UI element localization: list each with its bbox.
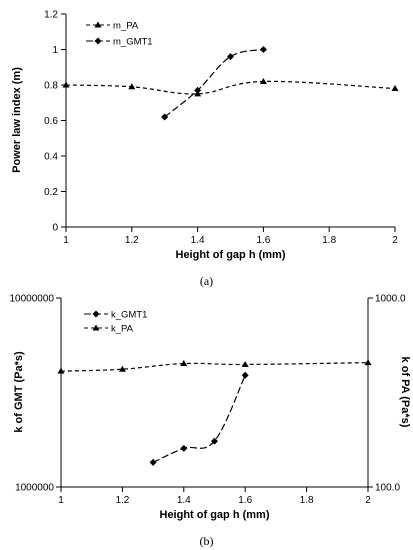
chart-b-right-tick-label-top: 1000.0	[375, 294, 406, 305]
chart-b: 1 1.2 1.4 1.6 1.8 2 10000000 1000000 1000.0 1…	[10, 294, 412, 549]
chart-b-series-line-k_PA	[60, 362, 369, 372]
chart-a-y-tick-label: 0.8	[44, 81, 58, 92]
chart-a: 1 1.2 1.4 1.6 1.8 2 0 0.2 0.4 0.6 0.8 1 1.2 m_PA m_…	[11, 10, 399, 288]
chart-b-point-k_PA	[364, 359, 372, 366]
chart-b-point-k_GMT1	[149, 458, 157, 466]
chart-b-series-line-k_GMT1	[152, 375, 246, 463]
chart-b-xlabel: Height of gap h (mm)	[160, 509, 270, 521]
legend-m-gmt1-label: m_GMT1	[113, 37, 153, 48]
chart-a-x-ticks: 1 1.2 1.4 1.6 1.8 2	[63, 227, 398, 246]
chart-b-point-k_GMT1	[241, 371, 249, 379]
chart-a-ylabel: Power law index (m)	[11, 67, 23, 173]
chart-a-y-tick-label: 1	[52, 45, 58, 56]
chart-a-point-m_GMT1	[194, 86, 202, 94]
chart-a-xlabel: Height of gap h (mm)	[176, 249, 286, 261]
chart-a-point-m_PA	[259, 77, 267, 84]
chart-b-x-tick-label: 2	[365, 495, 371, 506]
chart-b-x-tick-label: 1.4	[177, 495, 191, 506]
chart-a-y-tick-label: 0.4	[44, 152, 58, 163]
legend-m-gmt1-marker	[94, 37, 102, 45]
chart-a-series-line-m_GMT1	[164, 48, 264, 118]
chart-a-y-tick-label: 0.2	[44, 187, 58, 198]
chart-b-caption: (b)	[200, 534, 214, 548]
chart-a-point-m_GMT1	[259, 46, 267, 53]
legend-k-pa-marker	[92, 324, 100, 331]
chart-a-x-tick-label: 1.4	[191, 235, 205, 246]
chart-b-x-tick-label: 1.6	[238, 495, 252, 506]
legend-m-pa-label: m_PA	[113, 21, 139, 32]
chart-a-y-ticks: 0 0.2 0.4 0.6 0.8 1 1.2	[44, 10, 66, 234]
chart-a-series	[62, 46, 399, 121]
chart-a-x-tick-label: 1	[63, 235, 69, 246]
chart-b-point-k_PA	[180, 360, 188, 367]
chart-b-legend: k_GMT1 k_PA	[84, 310, 147, 335]
chart-b-x-tick-label: 1.2	[115, 495, 129, 506]
chart-b-point-k_GMT1	[211, 437, 218, 445]
chart-b-point-k_PA	[57, 367, 65, 374]
chart-b-y-ticks: 10000000 1000000 1000.0 100.0	[10, 294, 407, 494]
chart-b-series	[57, 359, 372, 466]
chart-b-right-tick-label-bottom: 100.0	[375, 483, 400, 494]
chart-a-x-tick-label: 2	[392, 235, 398, 246]
chart-b-left-tick-label-top: 10000000	[10, 294, 55, 305]
chart-a-y-tick-label: 0	[52, 223, 58, 234]
legend-m-pa-marker	[94, 21, 102, 28]
chart-b-left-tick-label-bottom: 1000000	[15, 483, 54, 494]
chart-a-x-tick-label: 1.6	[256, 235, 270, 246]
chart-a-point-m_GMT1	[227, 53, 234, 61]
chart-b-point-k_PA	[241, 360, 249, 367]
legend-k-pa-label: k_PA	[111, 324, 134, 335]
chart-b-x-tick-label: 1	[58, 495, 64, 506]
chart-a-point-m_PA	[62, 81, 70, 88]
chart-b-x-tick-label: 1.8	[300, 495, 314, 506]
chart-b-x-ticks: 1 1.2 1.4 1.6 1.8 2	[58, 487, 371, 506]
legend-k-gmt1-marker	[92, 310, 100, 318]
chart-a-caption: (a)	[200, 274, 213, 288]
legend-k-gmt1-label: k_GMT1	[111, 310, 147, 321]
chart-a-legend: m_PA m_GMT1	[86, 21, 153, 48]
chart-b-point-k_GMT1	[180, 444, 188, 452]
chart-a-y-tick-label: 0.6	[44, 116, 58, 127]
chart-a-series-line-m_PA	[65, 80, 396, 95]
chart-a-point-m_PA	[391, 85, 399, 92]
chart-a-y-tick-label: 1.2	[44, 10, 58, 21]
chart-a-point-m_PA	[128, 83, 136, 90]
chart-a-x-tick-label: 1.2	[125, 235, 139, 246]
chart-a-x-tick-label: 1.8	[322, 235, 336, 246]
chart-b-left-ylabel: k of GMT (Pa*s)	[13, 351, 25, 433]
chart-a-point-m_GMT1	[161, 113, 169, 121]
chart-b-point-k_PA	[118, 365, 126, 372]
chart-b-right-ylabel: k of PA (Pa*s)	[399, 357, 411, 428]
